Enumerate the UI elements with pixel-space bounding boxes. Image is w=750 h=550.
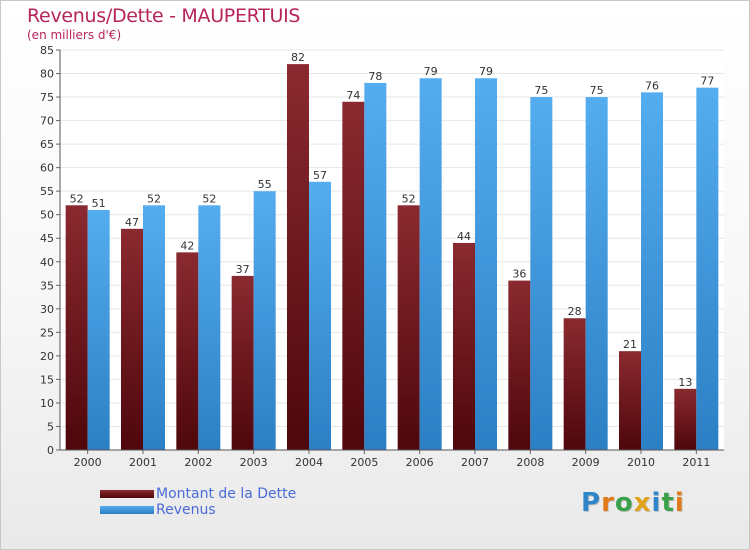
x-tick-label: 2010	[627, 456, 655, 469]
data-label: 52	[202, 192, 216, 205]
data-label: 42	[180, 239, 194, 252]
bar-dette-2011	[674, 388, 697, 450]
y-tick-label: 60	[40, 162, 54, 175]
data-label: 52	[70, 192, 84, 205]
data-label: 79	[424, 65, 438, 78]
bar-dette-2006	[397, 205, 420, 450]
x-tick-label: 2011	[682, 456, 710, 469]
bar-revenus-2011	[696, 87, 719, 450]
data-label: 77	[700, 75, 714, 88]
y-tick-label: 35	[40, 279, 54, 292]
data-label: 75	[534, 84, 548, 97]
bar-revenus-2005	[364, 82, 387, 451]
bar-dette-2008	[508, 280, 531, 450]
x-tick-label: 2005	[350, 456, 378, 469]
chart-title: Revenus/Dette - MAUPERTUIS	[27, 5, 301, 27]
y-tick-label: 5	[47, 420, 54, 433]
data-label: 75	[590, 84, 604, 97]
data-label: 13	[678, 376, 692, 389]
bar-revenus-2000	[87, 210, 110, 450]
y-tick-label: 10	[40, 397, 54, 410]
x-tick-label: 2009	[572, 456, 600, 469]
y-tick-label: 85	[40, 44, 54, 57]
legend: Montant de la Dette Revenus	[100, 486, 296, 518]
y-tick-label: 75	[40, 91, 54, 104]
bar-dette-2010	[619, 351, 641, 450]
data-label: 82	[291, 51, 305, 64]
bar-dette-2002	[176, 252, 199, 450]
x-tick-label: 2001	[129, 456, 157, 469]
data-label: 52	[402, 192, 416, 205]
data-label: 28	[568, 305, 582, 318]
x-tick-label: 2008	[516, 456, 544, 469]
y-tick-label: 50	[40, 209, 54, 222]
data-label: 21	[623, 338, 637, 351]
data-label: 57	[313, 169, 327, 182]
legend-item-revenus: Revenus	[100, 502, 296, 518]
data-label: 52	[147, 192, 161, 205]
data-label: 55	[258, 178, 272, 191]
bar-dette-2005	[342, 101, 365, 450]
y-tick-label: 70	[40, 115, 54, 128]
legend-label-revenus: Revenus	[156, 502, 216, 518]
bar-revenus-2001	[143, 205, 165, 450]
y-tick-label: 45	[40, 232, 54, 245]
data-label: 74	[346, 89, 360, 102]
y-tick-label: 65	[40, 138, 54, 151]
bar-revenus-2009	[585, 97, 608, 450]
plot-area	[60, 50, 724, 450]
bar-dette-2003	[231, 275, 254, 450]
proxiti-logo: Proxiti	[581, 488, 685, 518]
x-tick-label: 2003	[240, 456, 268, 469]
bar-revenus-2008	[530, 97, 553, 450]
y-tick-label: 30	[40, 303, 54, 316]
y-tick-label: 55	[40, 185, 54, 198]
bar-dette-2009	[563, 318, 586, 450]
y-tick-label: 80	[40, 68, 54, 81]
data-label: 44	[457, 230, 471, 243]
x-tick-label: 2002	[184, 456, 212, 469]
bar-dette-2007	[453, 242, 475, 450]
bar-dette-2001	[121, 228, 143, 450]
data-label: 76	[645, 79, 659, 92]
data-label: 79	[479, 65, 493, 78]
data-label: 37	[236, 263, 250, 276]
y-tick-label: 0	[47, 444, 54, 457]
data-label: 78	[368, 70, 382, 83]
y-tick-label: 20	[40, 350, 54, 363]
bar-revenus-2004	[309, 181, 331, 450]
legend-label-dette: Montant de la Dette	[156, 486, 297, 502]
data-label: 51	[92, 197, 106, 210]
data-label: 47	[125, 216, 139, 229]
chart-subtitle: (en milliers d'€)	[27, 28, 122, 42]
x-tick-label: 2006	[406, 456, 434, 469]
bar-revenus-2002	[198, 205, 221, 450]
bar-dette-2000	[65, 205, 88, 450]
y-tick-label: 40	[40, 256, 54, 269]
bar-dette-2004	[287, 64, 309, 450]
bar-revenus-2003	[253, 191, 276, 451]
legend-swatch-revenus	[100, 506, 154, 514]
x-tick-label: 2004	[295, 456, 323, 469]
y-tick-label: 15	[40, 373, 54, 386]
legend-swatch-dette	[100, 490, 154, 498]
x-tick-label: 2007	[461, 456, 489, 469]
bar-revenus-2006	[419, 78, 442, 450]
legend-item-dette: Montant de la Dette	[100, 486, 296, 502]
bar-revenus-2007	[475, 78, 497, 450]
data-label: 36	[512, 268, 526, 281]
bar-revenus-2010	[641, 92, 663, 451]
y-tick-label: 25	[40, 326, 54, 339]
x-tick-label: 2000	[74, 456, 102, 469]
